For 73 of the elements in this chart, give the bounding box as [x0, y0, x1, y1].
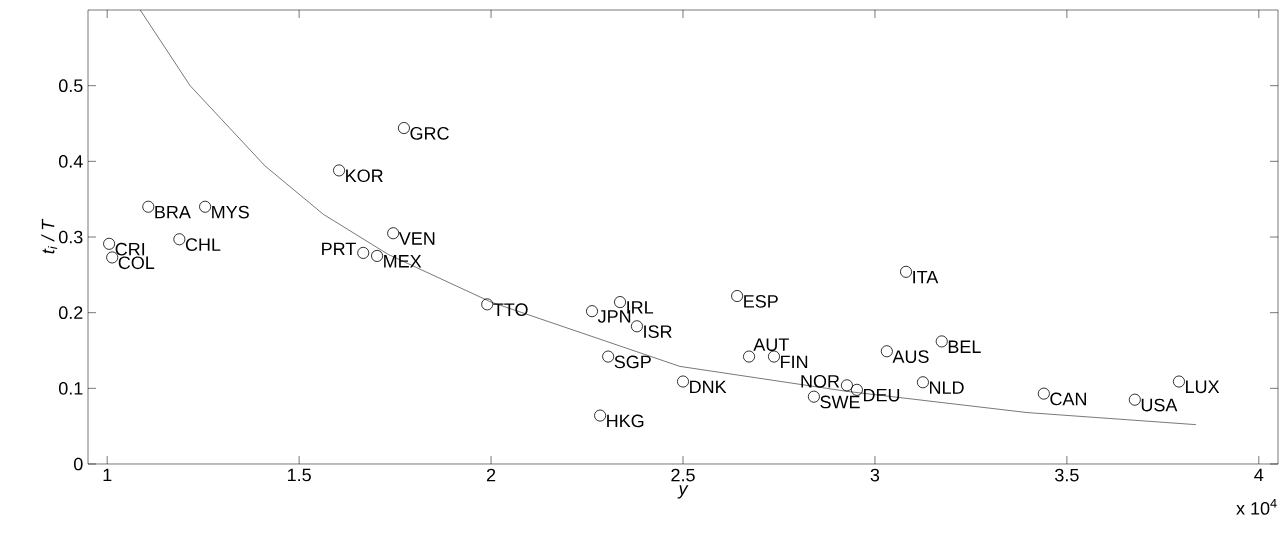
x-tick-label: 2.5 [671, 468, 695, 482]
point [935, 335, 948, 348]
annotation: COL [118, 256, 155, 270]
annotation: AUS [892, 350, 929, 363]
annotation: DNK [690, 380, 727, 394]
annotation: ESP [744, 294, 778, 308]
point [103, 237, 116, 250]
point [1037, 387, 1050, 400]
x-tick-label: 3 [870, 468, 880, 482]
annotation: GRC [410, 127, 449, 140]
annotation: KOR [346, 169, 383, 183]
point [142, 200, 155, 213]
annotation: NOR [801, 374, 840, 388]
annotation: CRI [115, 242, 145, 256]
annotation: SWE [820, 395, 860, 409]
text: x 10$^{4}$ [1236, 498, 1277, 515]
point [602, 350, 615, 363]
y-tick-label: 0.2 [58, 306, 83, 320]
annotation: BEL [948, 340, 981, 353]
point [173, 233, 186, 246]
point [900, 265, 913, 278]
point [731, 290, 744, 303]
annotation: DEU [863, 388, 900, 402]
point [357, 246, 370, 259]
annotation: SGP [614, 355, 651, 369]
point [880, 345, 893, 358]
point [1128, 393, 1141, 406]
point [387, 227, 400, 240]
annotation: PRT [322, 242, 356, 256]
point [586, 305, 599, 318]
annotation: USA [1141, 398, 1178, 412]
point [840, 379, 853, 392]
annotation: ISR [644, 325, 672, 338]
annotation: CAN [1050, 392, 1086, 406]
x-axis-title: y [677, 485, 689, 499]
x-tick-label: 2 [486, 468, 496, 482]
y-tick-label: 0.3 [58, 230, 83, 244]
y-axis-title: t$_{i}$ / T [41, 218, 58, 254]
annotation: FIN [781, 355, 808, 369]
point [677, 375, 689, 388]
point [333, 164, 346, 177]
point [807, 390, 820, 403]
point [1172, 375, 1185, 388]
y-tick-label: 0.5 [58, 79, 83, 93]
annotation: BRA [155, 205, 191, 219]
annotation: AUT [753, 338, 789, 351]
x-tick-label: 4 [1254, 468, 1264, 482]
annotation: ITA [913, 270, 939, 284]
y-tick-label: 0 [74, 457, 83, 471]
annotation: VEN [398, 232, 435, 245]
x-tick-label: 3.5 [1055, 468, 1079, 482]
point [630, 320, 643, 333]
annotation: MEX [384, 255, 422, 268]
annotation: LUX [1186, 380, 1220, 394]
annotation: CHL [185, 238, 221, 251]
point [743, 350, 756, 363]
point [199, 200, 212, 213]
annotation: NLD [930, 381, 964, 394]
point [916, 376, 929, 389]
annotation: TTO [493, 303, 528, 317]
y-tick-label: 0.1 [58, 381, 83, 395]
point [614, 296, 627, 309]
annotation: HKG [607, 414, 644, 428]
point [850, 383, 863, 396]
point [481, 298, 494, 311]
x-tick-label: 1 [103, 468, 112, 482]
y-tick-label: 0.4 [58, 154, 83, 168]
point [767, 350, 780, 363]
point [397, 122, 410, 135]
annotation: MYS [212, 205, 249, 219]
x-tick-label: 1.5 [288, 468, 311, 482]
point [371, 249, 384, 262]
point [594, 409, 607, 422]
